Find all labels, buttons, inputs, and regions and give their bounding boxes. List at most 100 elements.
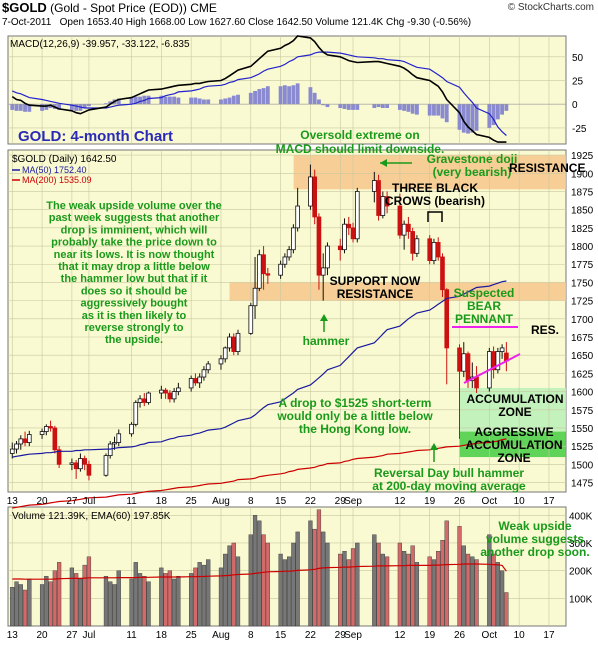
macd-hist-bar [410,104,415,114]
macd-hist-bar [436,104,441,116]
volume-bar [201,564,207,627]
macd-hist-bar [432,104,436,116]
weak-upside-note: that it may drop a little below [58,261,210,273]
candle-body [163,389,168,394]
candle-body [350,227,356,240]
macd-hist-bar [202,99,206,105]
quote-date: 7-Oct-2011 [2,17,52,28]
price-ytick-label: 1925 [571,151,594,162]
candle-body [397,205,403,236]
macd-hist-bar [40,104,44,111]
volume-bar [495,562,500,627]
candle-body [22,438,28,443]
volume-xtick-label: 20 [37,630,49,641]
accumulation-label: ACCUMULATION [466,392,563,406]
price-ytick-label: 1750 [571,278,594,289]
candle-body [461,353,467,372]
suspected-pennant-2: BEAR [467,299,501,313]
volume-xtick-label: 8 [248,630,254,641]
volume-bar [444,520,449,627]
candle-body [48,426,53,429]
volume-bar [218,567,224,627]
weak-upside-note: drop is imminent, which will [61,224,208,236]
candle-body [73,462,79,470]
price-xtick-label: 18 [156,496,168,507]
volume-bar [397,542,402,627]
volume-bar [206,559,211,627]
macd-hist-bar [227,97,232,105]
weak-upside-note: does so it should be [81,285,187,297]
price-xtick-label: 8 [248,496,254,507]
candle-body [474,376,479,389]
macd-hist-bar [27,104,32,112]
macd-hist-bar [108,101,113,105]
volume-bar [69,567,75,627]
volume-bar [27,578,32,627]
macd-hist-bar [351,104,355,110]
candle-body [14,443,19,450]
volume-bar [436,551,441,627]
candle-body [265,273,271,276]
macd-hist-bar [402,104,407,111]
reversal-note: Reversal Day bull hammer [374,466,524,480]
exchange: CME [190,1,217,15]
instrument-name: (Gold - Spot Price (EOD)) [50,1,187,15]
candle-body [112,442,117,445]
macd-hist-bar [504,104,509,111]
candle-body [252,287,258,307]
volume-bar [167,570,172,627]
candle-body [342,223,347,251]
macd-hist-bar [312,92,317,105]
gravestone-note: Gravestone doji [427,152,518,166]
volume-bar [295,531,300,627]
macd-hist-bar [236,94,240,105]
drop-note: the Hong Kong low. [299,422,411,436]
candle-body [427,238,433,262]
volume-bar [39,584,45,627]
reversal-note-2: at 200-day moving average [372,479,526,493]
candle-body [261,254,266,275]
symbol: $GOLD [2,0,47,15]
aggressive-label: AGGRESSIVE [474,425,553,439]
weak-upside-note: aggressively bought [81,298,188,310]
macd-hist-bar [197,98,202,105]
price-xtick-label: 12 [394,496,406,507]
macd-hist-bar [133,96,138,105]
macd-hist-bar [87,104,91,107]
volume-xtick-label: Jul [83,630,96,641]
candle-body [222,347,228,360]
volume-note: volume suggests [486,532,584,546]
volume-xtick-label: Oct [482,630,498,641]
volume-bar [189,573,194,627]
macd-hist-bar [10,104,15,110]
price-ytick-label: 1525 [571,442,594,453]
volume-bar [265,542,270,627]
volume-bar [470,556,475,627]
macd-hist-bar [406,104,411,112]
three-black-crows-2: CROWS (bearish) [385,194,485,208]
volume-bar [487,534,492,627]
candle-body [231,336,237,352]
gold-title: GOLD: 4-month Chart [18,128,173,145]
macd-hist-bar [261,88,266,105]
candle-body [52,427,58,451]
volume-bar [384,556,390,627]
volume-xtick-label: 29 [335,630,347,641]
volume-ytick-label: 200K [569,567,593,578]
macd-hist-bar [470,104,475,133]
macd-hist-bar [189,97,194,105]
volume-bar [504,592,509,627]
macd-hist-bar [427,104,432,116]
volume-bar [414,562,420,627]
price-ytick-label: 1675 [571,333,594,344]
volume-bar [163,573,168,627]
macd-hist-bar [257,89,262,105]
macd-hist-bar [414,104,419,115]
volume-bar [44,575,49,627]
candle-body [431,242,437,262]
volume-xtick-label: 13 [7,630,19,641]
candle-body [495,351,501,371]
macd-hist-bar [231,95,236,105]
price-ytick-label: 1600 [571,388,594,399]
